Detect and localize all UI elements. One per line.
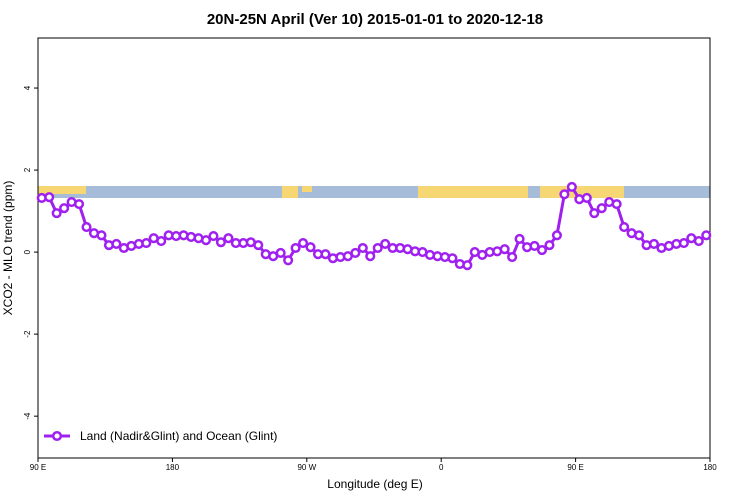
x-tick-label: 0	[439, 463, 444, 472]
point	[253, 240, 264, 251]
point	[380, 238, 391, 249]
point	[634, 230, 645, 241]
point	[223, 233, 234, 244]
point	[365, 251, 376, 262]
point	[529, 240, 540, 251]
point	[701, 230, 712, 241]
point	[305, 242, 316, 253]
point	[589, 208, 600, 219]
point	[290, 242, 301, 254]
chart-title: 20N-25N April (Ver 10) 2015-01-01 to 202…	[207, 11, 543, 28]
point	[447, 253, 458, 264]
point	[514, 233, 525, 245]
point	[499, 244, 510, 255]
point	[678, 238, 689, 249]
point	[59, 203, 70, 214]
x-tick-label: 180	[166, 463, 180, 472]
point	[462, 260, 473, 271]
point	[111, 238, 122, 249]
point	[96, 230, 107, 241]
y-tick-label: -4	[23, 412, 32, 420]
x-tick-label: 90 E	[30, 463, 46, 472]
legend-marker	[51, 430, 63, 442]
point	[372, 242, 383, 254]
y-tick-label: 2	[23, 167, 32, 172]
point	[44, 192, 55, 203]
point	[619, 222, 630, 233]
point	[208, 231, 219, 242]
point	[156, 235, 167, 247]
legend-label: Land (Nadir&Glint) and Ocean (Glint)	[80, 429, 277, 443]
x-tick-label: 90 E	[567, 463, 583, 472]
point	[357, 242, 368, 254]
point	[507, 251, 518, 263]
x-tick-label: 90 W	[297, 463, 316, 472]
y-tick-label: -2	[23, 330, 32, 338]
point	[350, 247, 361, 258]
point	[283, 255, 294, 266]
point	[141, 238, 152, 249]
x-axis-label: Longitude (deg E)	[327, 477, 422, 491]
point	[320, 249, 331, 260]
point	[51, 208, 62, 219]
y-tick-label: 4	[23, 85, 32, 90]
point	[81, 222, 92, 233]
y-tick-label: 0	[23, 249, 32, 254]
point	[596, 203, 607, 214]
point	[74, 199, 85, 210]
point	[298, 238, 309, 249]
point	[551, 230, 562, 241]
plot-frame	[37, 37, 711, 459]
point	[559, 189, 570, 200]
point	[544, 240, 555, 251]
point	[536, 245, 548, 256]
y-axis-label: XCO2 - MLO trend (ppm)	[1, 181, 15, 316]
point	[566, 181, 577, 192]
point	[200, 235, 212, 246]
map-strip	[38, 186, 710, 198]
x-tick-label: 180	[703, 463, 717, 472]
point	[275, 247, 286, 258]
point	[611, 199, 622, 210]
point	[648, 238, 660, 249]
point	[693, 235, 704, 247]
point	[215, 237, 226, 248]
point	[581, 192, 592, 204]
